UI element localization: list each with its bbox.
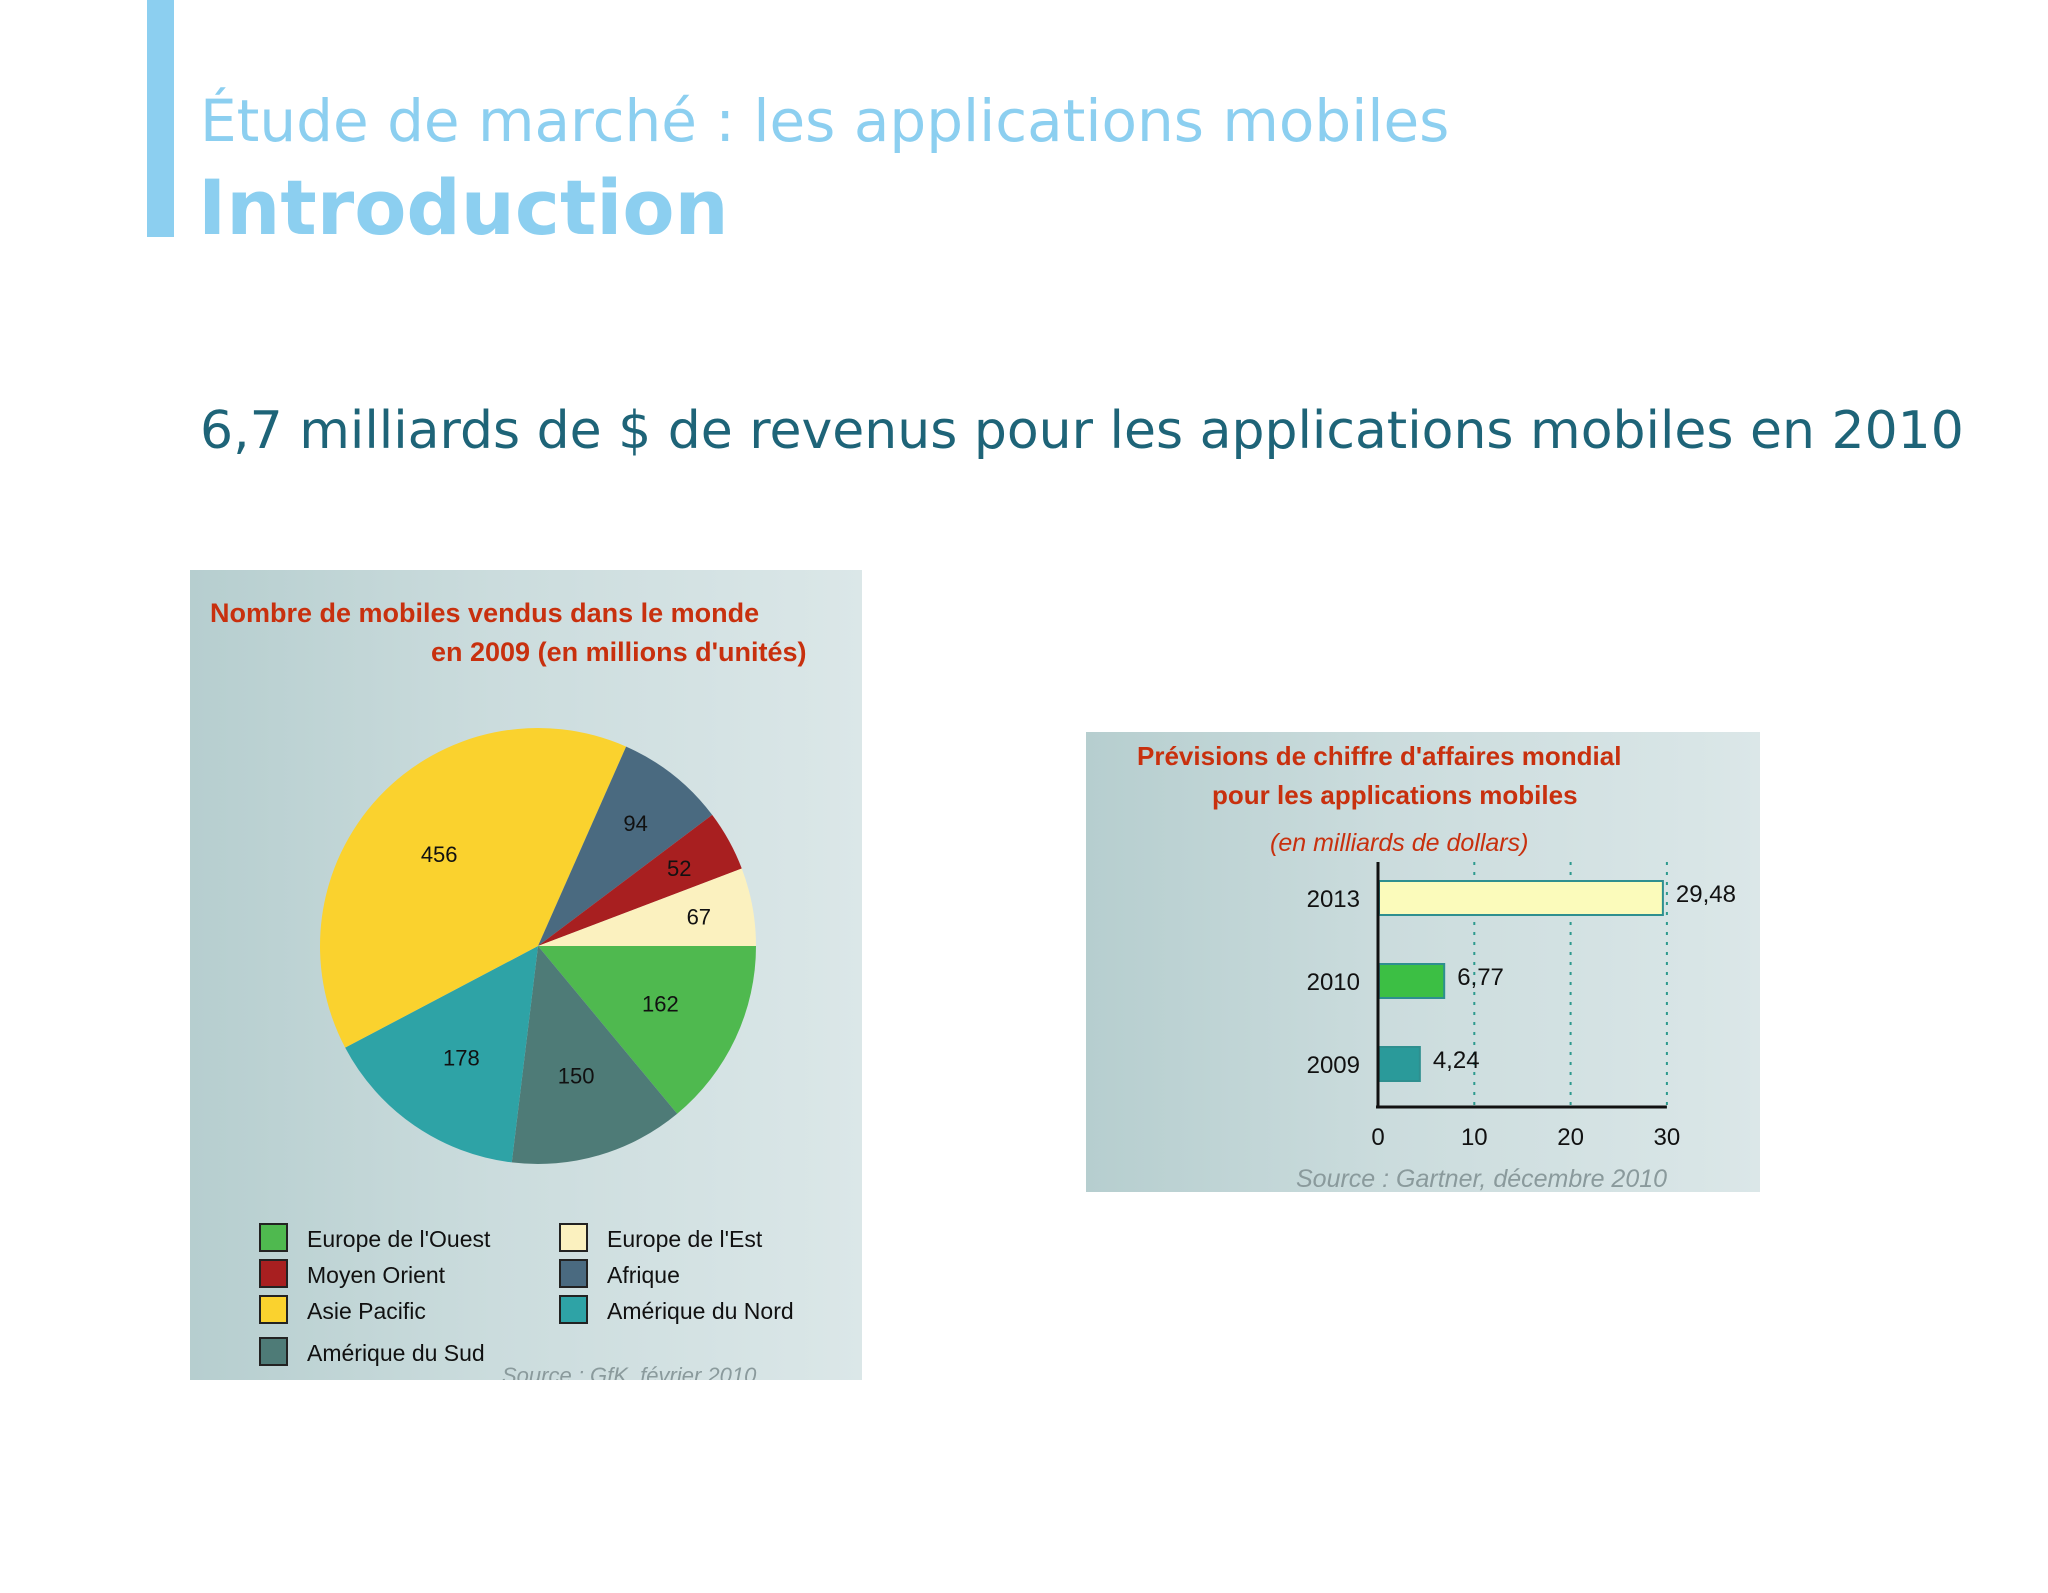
- bar-x-tick-label: 0: [1371, 1124, 1384, 1151]
- bar-x-tick-label: 20: [1557, 1124, 1584, 1151]
- bar-value-label: 29,48: [1676, 881, 1736, 908]
- bar-title-line2: pour les applications mobiles: [1212, 780, 1578, 810]
- legend-swatch-afrique: [559, 1259, 588, 1288]
- bar-subtitle: (en milliards de dollars): [1270, 829, 1528, 857]
- pie-source: Source : GfK, février 2010: [502, 1363, 757, 1380]
- bar-value-label: 6,77: [1457, 964, 1504, 991]
- legend-label-europe-de-l-ouest: Europe de l'Ouest: [307, 1226, 491, 1252]
- pie-value-label: 94: [623, 811, 647, 836]
- slide-title: Étude de marché : les applications mobil…: [200, 87, 1450, 155]
- legend-swatch-europe-de-l-ouest: [259, 1223, 288, 1252]
- accent-bar: [147, 0, 174, 237]
- bar-2010: [1378, 963, 1446, 999]
- slide-subtitle: Introduction: [198, 163, 729, 252]
- legend-label-amerique-du-sud: Amérique du Sud: [307, 1340, 485, 1366]
- legend-swatch-amerique-du-nord: [559, 1295, 588, 1324]
- legend-label-europe-de-l-est: Europe de l'Est: [607, 1226, 763, 1252]
- bar-title: Prévisions de chiffre d'affaires mondial: [1137, 741, 1621, 771]
- bar-value-label: 4,24: [1433, 1047, 1480, 1074]
- pie-chart: Nombre de mobiles vendus dans le monde e…: [210, 598, 807, 1380]
- pie-title: Nombre de mobiles vendus dans le monde: [210, 598, 759, 628]
- pie-slice-asie-pacific: [320, 728, 627, 1048]
- pie-slice-amerique-du-sud: [511, 946, 678, 1164]
- pie-value-label: 456: [421, 842, 458, 867]
- pie-value-label: 150: [558, 1064, 595, 1089]
- pie-value-label: 178: [443, 1045, 480, 1070]
- legend-swatch-amerique-du-sud: [259, 1337, 288, 1366]
- bar-chart-panel: Prévisions de chiffre d'affaires mondial…: [1086, 732, 1760, 1192]
- headline: 6,7 milliards de $ de revenus pour les a…: [200, 401, 1964, 461]
- bar-x-tick-label: 30: [1654, 1124, 1681, 1151]
- bar-category-label: 2010: [1307, 969, 1360, 996]
- legend-label-afrique: Afrique: [607, 1262, 680, 1288]
- bar-2013: [1378, 880, 1664, 916]
- bar-x-tick-label: 10: [1461, 1124, 1488, 1151]
- legend-label-asie-pacific: Asie Pacific: [307, 1298, 426, 1324]
- legend-label-amerique-du-nord: Amérique du Nord: [607, 1298, 794, 1324]
- pie-slice-europe-de-l-est: [538, 868, 756, 946]
- legend-swatch-moyen-orient: [259, 1259, 288, 1288]
- bar-category-label: 2009: [1307, 1052, 1360, 1079]
- pie-title-line2: en 2009 (en millions d'unités): [431, 637, 807, 667]
- pie-slice-moyen-orient: [538, 814, 742, 946]
- bar-chart: Prévisions de chiffre d'affaires mondial…: [1137, 741, 1736, 1192]
- pie-slice-amerique-du-nord: [345, 946, 538, 1163]
- bar-source: Source : Gartner, décembre 2010: [1296, 1165, 1667, 1192]
- pie-value-label: 67: [687, 904, 711, 929]
- bar-category-label: 2013: [1307, 886, 1360, 913]
- bar-2009: [1378, 1046, 1421, 1082]
- pie-value-label: 162: [642, 991, 679, 1016]
- pie-slice-europe-de-l-ouest: [538, 946, 756, 1114]
- legend-swatch-asie-pacific: [259, 1295, 288, 1324]
- legend-label-moyen-orient: Moyen Orient: [307, 1262, 446, 1288]
- legend-swatch-europe-de-l-est: [559, 1223, 588, 1252]
- pie-value-label: 52: [667, 856, 691, 881]
- pie-slice-afrique: [538, 746, 713, 946]
- pie-chart-panel: Nombre de mobiles vendus dans le monde e…: [190, 570, 862, 1380]
